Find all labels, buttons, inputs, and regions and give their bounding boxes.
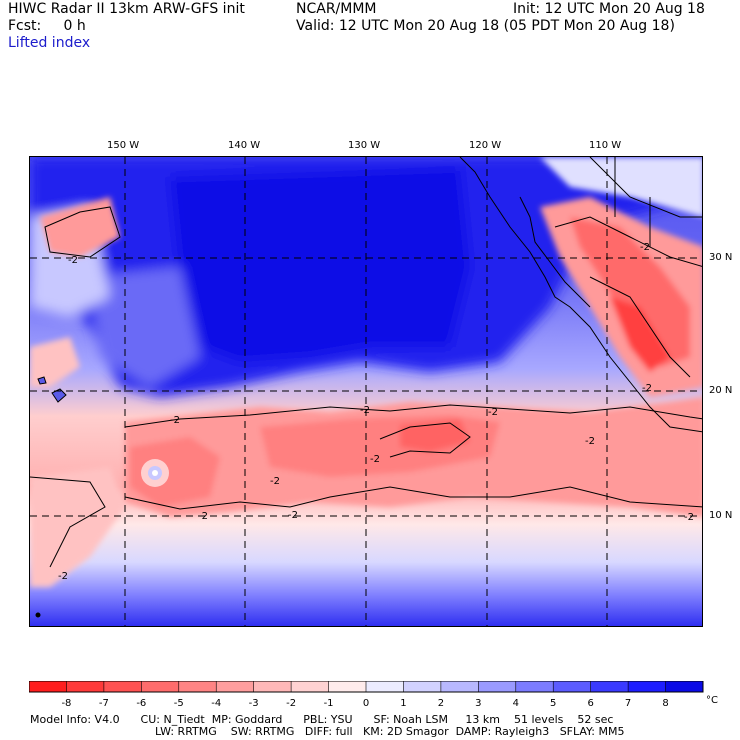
lat-label-30n: 30 N [709, 252, 733, 263]
lon-label-130w: 130 W [348, 140, 381, 151]
field-name: Lifted index [8, 35, 91, 51]
color-scale: -8 -7 -6 -5 -4 -3 -2 -1 0 1 2 3 4 5 6 7 8 °C [29, 681, 718, 709]
init-time: Init: 12 UTC Mon 20 Aug 18 [513, 1, 705, 17]
contour-label: -2 [360, 405, 370, 416]
forecast-hour: Fcst: 0 h [8, 18, 86, 34]
scale-cell [665, 681, 704, 692]
scale-tick-label: 1 [400, 698, 406, 709]
valid-time: Valid: 12 UTC Mon 20 Aug 18 (05 PDT Mon … [296, 18, 675, 34]
model-info-line1: Model Info: V4.0 CU: N_Tiedt MP: Goddard… [30, 713, 614, 726]
plot-title: HIWC Radar II 13km ARW-GFS init [8, 1, 245, 17]
contour-label: -2 [270, 476, 280, 487]
lon-label-110w: 110 W [589, 140, 622, 151]
scale-cell [141, 681, 180, 692]
unstable-mexico [540, 157, 702, 397]
contour-label: -2 [58, 571, 68, 582]
contour-label: -2 [288, 510, 298, 521]
contour-label: -2 [68, 255, 78, 266]
contour-label: -2 [640, 242, 650, 253]
scale-tick-label: -1 [324, 698, 334, 709]
lon-label-140w: 140 W [228, 140, 261, 151]
scale-tick-label: -4 [211, 698, 221, 709]
scale-tick-label: 7 [625, 698, 631, 709]
unstable-band [30, 197, 702, 587]
scale-tick-label: 0 [363, 698, 369, 709]
model-info-line2: LW: RRTMG SW: RRTMG DIFF: full KM: 2D Sm… [155, 725, 625, 738]
scale-cell [403, 681, 442, 692]
scale-tick-label: -2 [286, 698, 296, 709]
scale-cell [328, 681, 367, 692]
scale-tick-label: -7 [99, 698, 109, 709]
lat-label-20n: 20 N [709, 385, 733, 396]
scale-tick-label: 8 [662, 698, 668, 709]
lon-label-120w: 120 W [469, 140, 502, 151]
scale-cell [29, 681, 67, 692]
scale-cell [478, 681, 517, 692]
contour-label: -2 [370, 454, 380, 465]
scale-tick-label: 5 [550, 698, 556, 709]
scale-tick-label: 6 [587, 698, 593, 709]
hurricane-swirl [141, 459, 169, 487]
organization-label: NCAR/MMM [296, 1, 377, 17]
scale-tick-label: 2 [438, 698, 444, 709]
scale-tick-label: 3 [475, 698, 481, 709]
scale-tick-label: -5 [174, 698, 184, 709]
lifted-index-map: -2 -2 -2 -2 -2 -2 -2 -2 -2 -2 -2 -2 -2 [29, 156, 703, 627]
contour-label: -2 [585, 436, 595, 447]
scale-cell [628, 681, 667, 692]
scale-tick-label: 4 [513, 698, 519, 709]
scale-cell [291, 681, 330, 692]
contour-label: -2 [170, 415, 180, 426]
scale-tick-label: -6 [136, 698, 146, 709]
scale-cell [590, 681, 629, 692]
lat-label-10n: 10 N [709, 510, 733, 521]
scale-tick-label: -8 [61, 698, 71, 709]
contour-label: -2 [642, 383, 652, 394]
scale-cell [366, 681, 404, 692]
coastlines [35, 157, 702, 618]
scale-cell [216, 681, 255, 692]
lon-label-150w: 150 W [107, 140, 140, 151]
scale-cell [178, 681, 217, 692]
scale-unit: °C [706, 695, 718, 706]
scale-cell [103, 681, 142, 692]
latlon-grid [30, 157, 702, 626]
scale-cell [440, 681, 479, 692]
scale-cell [253, 681, 292, 692]
scale-cell [515, 681, 554, 692]
contour-lines [30, 206, 702, 568]
contour-label: -2 [684, 512, 694, 523]
contour-label: -2 [488, 407, 498, 418]
scale-cell [553, 681, 592, 692]
scale-cell [66, 681, 105, 692]
contour-label: -2 [198, 511, 208, 522]
scale-tick-label: -3 [249, 698, 259, 709]
